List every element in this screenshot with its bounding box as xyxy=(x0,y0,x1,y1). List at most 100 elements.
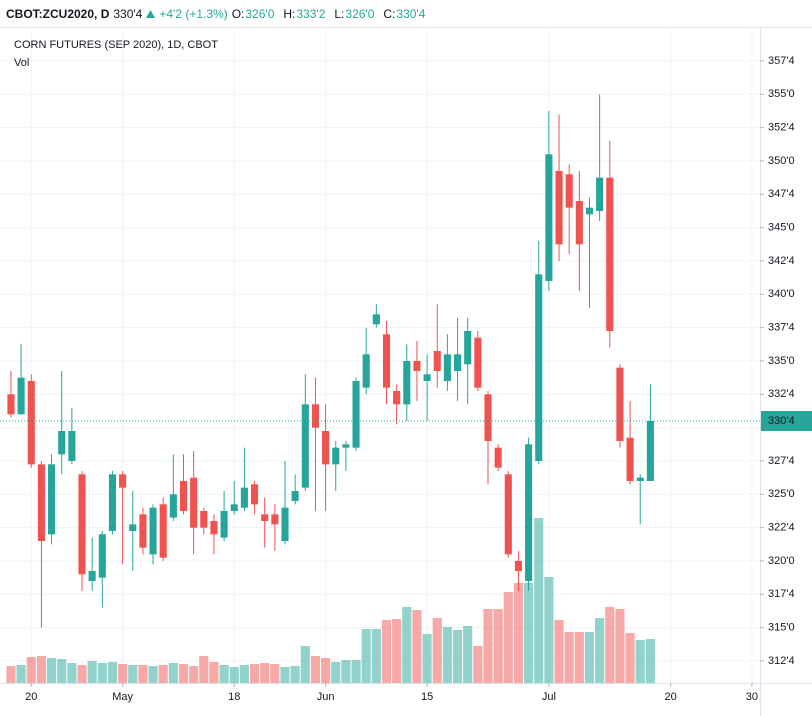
y-tick-label: 337'4 xyxy=(768,322,795,334)
ohlc: O:326'0 H:333'2 L:326'0 C:330'4 xyxy=(232,7,430,21)
volume-bar xyxy=(118,664,128,683)
candle-body xyxy=(322,431,330,465)
y-tick-label: 342'4 xyxy=(768,255,795,267)
volume-bar xyxy=(432,618,442,683)
volume-bar xyxy=(87,661,97,683)
volume-bar xyxy=(341,660,351,683)
candle-body xyxy=(78,474,86,575)
x-tick-label: 15 xyxy=(421,691,433,703)
volume-bar xyxy=(67,663,77,683)
candle-body xyxy=(190,477,198,528)
candle-body xyxy=(240,487,248,508)
volume-bar xyxy=(107,662,118,683)
x-tick-label: 30 xyxy=(746,691,758,703)
candle-body xyxy=(616,367,624,441)
volume-bar xyxy=(402,607,412,683)
arrow-icon xyxy=(146,10,156,19)
x-tick-label: Jun xyxy=(317,691,335,703)
candle-body xyxy=(575,201,583,245)
candle-body xyxy=(596,177,604,211)
volume-bar xyxy=(483,609,493,683)
ohlc-key: C: xyxy=(383,6,396,21)
chart-title: CORN FUTURES (SEP 2020), 1D, CBOT xyxy=(14,39,218,51)
grid xyxy=(0,29,764,687)
volume-bar xyxy=(239,665,249,683)
y-tick-label: 357'4 xyxy=(768,55,795,67)
candle-body xyxy=(139,514,147,548)
change-arrow xyxy=(146,7,156,21)
candle-body xyxy=(27,381,35,465)
volume-bar xyxy=(249,664,260,683)
x-tick-label: May xyxy=(112,691,133,703)
candle-body xyxy=(525,444,533,581)
volume-bar xyxy=(645,639,655,683)
volume-bar xyxy=(219,665,229,683)
x-tick-label: 20 xyxy=(25,691,37,703)
y-tick-label: 312'4 xyxy=(768,655,795,667)
volume-bar xyxy=(199,656,209,683)
volume-label: Vol xyxy=(14,57,29,69)
volume-bar xyxy=(128,665,138,683)
y-tick-label: 350'0 xyxy=(768,155,795,167)
x-tick-label: Jul xyxy=(542,691,556,703)
candle-body xyxy=(565,174,573,208)
candle-body xyxy=(545,154,553,281)
volume-bar xyxy=(544,577,554,683)
volume-bar xyxy=(209,662,219,683)
volume-bar xyxy=(452,630,463,683)
y-tick-label: 335'0 xyxy=(768,355,795,367)
volume-bar xyxy=(584,632,595,683)
y-tick-label: 340'0 xyxy=(768,288,795,300)
legend-bar: CBOT:ZCU2020, D 330'4 +4'2 (+1.3%) O:326… xyxy=(0,0,812,28)
volume-bar xyxy=(97,663,107,683)
candle-body xyxy=(108,474,117,531)
volume-bar xyxy=(178,664,189,683)
candle-body xyxy=(433,351,441,371)
volume-bar xyxy=(280,667,290,683)
ohlc-value: 333'2 xyxy=(296,6,326,21)
candle-body xyxy=(301,404,309,488)
ohlc-key: L: xyxy=(334,6,345,21)
volume-bar xyxy=(554,620,564,683)
candle-body xyxy=(210,521,218,535)
candle-body xyxy=(311,404,320,428)
candle-body xyxy=(514,561,522,571)
candle-body xyxy=(484,394,492,441)
candle-body xyxy=(119,474,127,488)
volume-bar xyxy=(270,664,280,683)
volume-bar xyxy=(442,627,452,683)
volume-bar xyxy=(46,658,57,683)
candle-body xyxy=(585,207,594,215)
candle-body xyxy=(179,481,188,511)
candle-body xyxy=(372,314,380,325)
candle-body xyxy=(636,477,644,481)
candle-body xyxy=(291,491,299,501)
y-tick-label: 355'0 xyxy=(768,88,795,100)
volume-bar xyxy=(412,610,422,683)
volume-bar xyxy=(57,659,67,683)
y-tick-label: 315'0 xyxy=(768,622,795,634)
y-tick-label: 317'4 xyxy=(768,588,795,600)
volume-bar xyxy=(6,666,16,683)
candle-body xyxy=(17,377,25,415)
volume-bar xyxy=(422,634,432,683)
candle-body xyxy=(403,361,411,405)
candle-body xyxy=(37,464,45,541)
candle-body xyxy=(98,534,106,578)
candle-body xyxy=(169,494,177,518)
y-tick-label: 352'4 xyxy=(768,122,795,134)
change: +4'2 (+1.3%) xyxy=(159,6,228,21)
y-tick-label: 345'0 xyxy=(768,222,795,234)
candle-body xyxy=(261,514,269,521)
volume-bar xyxy=(351,660,361,683)
volume-bar xyxy=(77,665,87,683)
symbol: CBOT:ZCU2020, D xyxy=(6,6,110,21)
candle-body xyxy=(393,391,401,405)
candle-body xyxy=(281,507,289,541)
volume-bar xyxy=(605,607,615,683)
y-tick-label: 325'0 xyxy=(768,488,795,500)
ohlc-value: 326'0 xyxy=(245,6,275,21)
volume-bar xyxy=(564,632,574,683)
volume xyxy=(6,518,655,683)
volume-bar xyxy=(392,619,402,683)
